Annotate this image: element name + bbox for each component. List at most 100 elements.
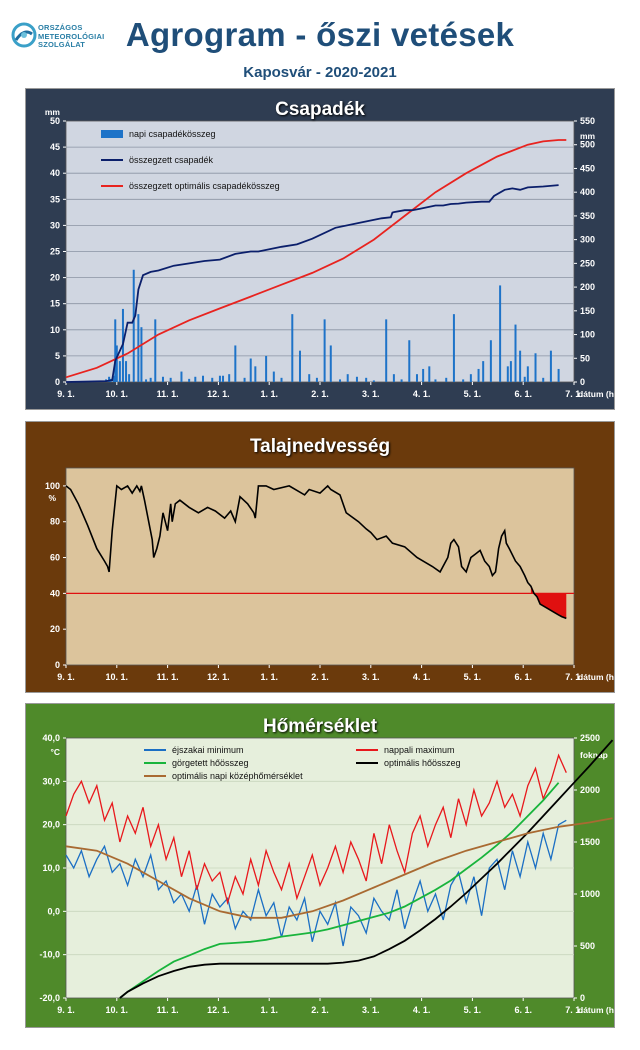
y-axis-label: °C — [50, 747, 60, 757]
y-axis-label: mm — [45, 107, 61, 117]
y2-tick-label: 200 — [580, 282, 595, 292]
x-tick-label: 5. 1. — [464, 389, 482, 399]
x-tick-label: 7. 1. — [565, 672, 583, 682]
x-axis-label: dátum (hó.nap) — [578, 1005, 614, 1015]
y-tick-label: 20 — [50, 624, 60, 634]
x-tick-label: 3. 1. — [362, 1005, 380, 1015]
daily-precip-bar — [169, 377, 172, 382]
legend-label: optimális hőösszeg — [384, 758, 461, 768]
x-tick-label: 12. 1. — [207, 389, 230, 399]
y-tick-label: 20 — [50, 273, 60, 283]
y2-tick-label: 50 — [580, 353, 590, 363]
legend-label: összegzett optimális csapadékösszeg — [129, 181, 280, 191]
daily-precip-bar — [415, 374, 418, 382]
daily-precip-bar — [291, 314, 294, 382]
x-axis-label: dátum (hó.nap) — [578, 389, 614, 399]
x-tick-label: 6. 1. — [514, 1005, 532, 1015]
daily-precip-bar — [469, 374, 472, 382]
y-tick-label: 0,0 — [47, 906, 60, 916]
x-tick-label: 11. 1. — [157, 672, 179, 682]
legend-label: éjszakai minimum — [172, 745, 244, 755]
daily-precip-bar — [188, 378, 191, 382]
x-tick-label: 4. 1. — [413, 389, 431, 399]
y2-tick-label: 1000 — [580, 889, 600, 899]
soil-moisture-panel: 0 20 40 60 80 100% 9. 1. 10. 1. 11. 1. 12. 1. 1. 1… — [25, 421, 615, 693]
x-tick-label: 7. 1. — [565, 389, 583, 399]
daily-precip-bar — [372, 380, 375, 382]
x-tick-label: 7. 1. — [565, 1005, 583, 1015]
x-tick-label: 9. 1. — [57, 672, 75, 682]
x-tick-label: 3. 1. — [362, 672, 380, 682]
daily-precip-bar — [482, 361, 485, 382]
page-title: Agrogram - őszi vetések — [125, 16, 515, 53]
cumulative-precip-line — [65, 184, 559, 383]
x-tick-label: 2. 1. — [311, 672, 329, 682]
temperature-chart: -20,0 -10,0 0,0 10,0 20,0 30,0 40,0 0 500 1000 150… — [26, 704, 614, 1027]
y2-tick-label: 150 — [580, 306, 595, 316]
daily-precip-bar — [339, 379, 342, 382]
temperature-panel: -20,0 -10,0 0,0 10,0 20,0 30,0 40,0 0 500 1000 150… — [25, 703, 615, 1028]
logo-line-3: SZOLGÁLAT — [38, 40, 86, 49]
x-tick-label: 4. 1. — [413, 672, 431, 682]
y-tick-label: 25 — [50, 247, 60, 257]
daily-precip-bar — [128, 374, 131, 382]
daily-precip-bar — [228, 374, 231, 382]
legend-label: napi csapadékösszeg — [129, 129, 216, 139]
daily-precip-bar — [346, 374, 349, 382]
daily-precip-bar — [114, 319, 117, 382]
x-tick-label: 10. 1. — [106, 389, 129, 399]
omsz-logo: ORSZÁGOS METEOROLÓGIAI SZOLGÁLAT — [10, 20, 120, 60]
daily-precip-bar — [149, 377, 152, 382]
daily-precip-bar — [514, 324, 517, 382]
daily-precip-bar — [422, 368, 425, 382]
daily-precip-bar — [499, 285, 502, 382]
daily-precip-bar — [385, 319, 388, 382]
x-tick-label: 4. 1. — [413, 1005, 431, 1015]
precipitation-panel: 0 5 10 15 20 25 30 35 40 45 50 0 50 100 150 200 250 300 35… — [25, 88, 615, 410]
daily-precip-bar — [509, 361, 512, 382]
daily-precip-bar — [462, 379, 465, 382]
x-tick-label: 3. 1. — [362, 389, 380, 399]
logo-text: ORSZÁGOS METEOROLÓGIAI SZOLGÁLAT — [38, 23, 104, 50]
y-tick-label: 100 — [45, 481, 60, 491]
y2-tick-label: 500 — [580, 941, 595, 951]
logo-swirl-icon — [11, 22, 37, 48]
plot-area — [65, 467, 575, 666]
x-tick-label: 11. 1. — [157, 389, 179, 399]
optimal-cumulative-line — [65, 139, 567, 379]
x-tick-label: 10. 1. — [106, 1005, 129, 1015]
daily-precip-bar — [180, 371, 183, 382]
y-tick-label: 30,0 — [42, 776, 60, 786]
daily-precip-bar — [549, 350, 552, 382]
y2-tick-label: 450 — [580, 163, 595, 173]
x-tick-label: 1. 1. — [260, 389, 278, 399]
soil-moisture-line — [65, 484, 567, 620]
moisture-deficit-area — [530, 586, 567, 619]
x-tick-label: 9. 1. — [57, 389, 75, 399]
y-tick-label: -20,0 — [39, 993, 60, 1003]
y-tick-label: 45 — [50, 142, 60, 152]
optimal-heat-sum-line — [119, 739, 614, 999]
daily-precip-bar — [523, 376, 526, 382]
daily-precip-bar — [428, 366, 431, 382]
daily-precip-bar — [161, 376, 164, 382]
daily-precip-bar — [118, 361, 121, 382]
daily-precip-bar — [557, 368, 560, 382]
daily-precip-bar — [137, 314, 140, 382]
page-subtitle: Kaposvár - 2020-2021 — [243, 64, 397, 81]
y-tick-label: 40 — [50, 588, 60, 598]
daily-precip-bar — [202, 375, 205, 382]
y2-tick-label: 300 — [580, 235, 595, 245]
y2-tick-label: 2000 — [580, 785, 600, 795]
daily-precip-bar — [132, 269, 135, 382]
y2-tick-label: 2500 — [580, 733, 600, 743]
y2-axis-label: mm — [580, 131, 596, 141]
legend-label: görgetett hőösszeg — [172, 758, 249, 768]
y-tick-label: 30 — [50, 220, 60, 230]
daily-precip-bar — [477, 368, 480, 382]
daily-precip-bar — [234, 345, 237, 382]
daily-precip-bar — [145, 379, 148, 382]
y-axis-label: % — [48, 493, 56, 503]
x-tick-label: 5. 1. — [464, 1005, 482, 1015]
legend-label: optimális napi középhőmérséklet — [172, 771, 303, 781]
